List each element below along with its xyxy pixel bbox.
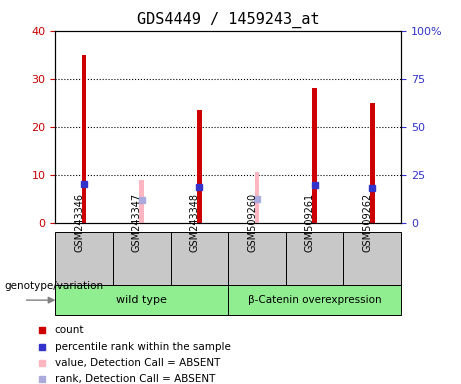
Text: GSM243348: GSM243348 [189,193,199,252]
Text: GSM509261: GSM509261 [305,193,314,252]
Text: count: count [54,326,84,336]
Bar [139,180,144,223]
Text: wild type: wild type [116,295,167,305]
Bar [171,232,228,285]
Bar [197,110,202,223]
Title: GDS4449 / 1459243_at: GDS4449 / 1459243_at [137,12,319,28]
Bar [343,232,401,285]
Text: rank, Detection Call = ABSENT: rank, Detection Call = ABSENT [54,374,215,384]
Text: GSM243347: GSM243347 [132,193,142,252]
Text: β-Catenin overexpression: β-Catenin overexpression [248,295,381,305]
Text: GSM509262: GSM509262 [362,193,372,252]
Bar [55,285,228,315]
Text: GSM243346: GSM243346 [74,193,84,252]
Bar [254,172,259,223]
Text: GSM509260: GSM509260 [247,193,257,252]
Text: percentile rank within the sample: percentile rank within the sample [54,342,230,352]
Bar [82,55,86,223]
Text: value, Detection Call = ABSENT: value, Detection Call = ABSENT [54,358,220,368]
Bar [113,232,171,285]
Text: genotype/variation: genotype/variation [5,281,104,291]
Bar [228,232,286,285]
Bar [313,88,317,223]
Bar [370,103,374,223]
Bar [286,232,343,285]
Bar [228,285,401,315]
Bar [55,232,113,285]
